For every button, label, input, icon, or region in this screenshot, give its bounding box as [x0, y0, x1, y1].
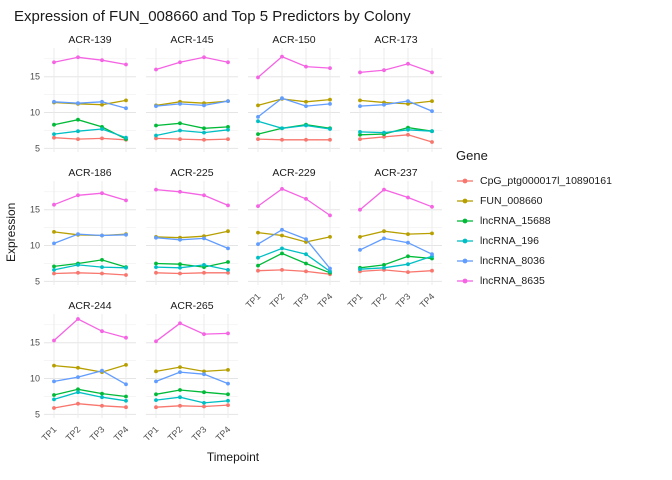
legend-key-icon: [457, 218, 473, 224]
facet-ACR-229: ACR-229 TP1 TP2 TP3 TP4: [244, 167, 340, 310]
svg-text:TP1: TP1: [244, 291, 263, 310]
facet-ACR-237: ACR-237 TP1 TP2 TP3 TP4: [346, 167, 442, 310]
legend-title: Gene: [456, 148, 488, 163]
svg-text:10: 10: [30, 241, 40, 251]
svg-text:15: 15: [30, 205, 40, 215]
facet-panel: [146, 48, 238, 152]
legend-key-icon: [457, 258, 473, 264]
legend-entry-label: FUN_008660: [480, 195, 543, 207]
facet-strip-label: ACR-139: [68, 34, 112, 46]
facet-panel: [248, 48, 340, 152]
legend-entry: CpG_ptg000017l_10890161: [456, 171, 670, 191]
facet-strip-label: ACR-244: [68, 300, 112, 312]
legend-items: CpG_ptg000017l_10890161 FUN_008660 lncRNA_…: [456, 171, 670, 291]
facet-strip-label: ACR-145: [170, 34, 214, 46]
svg-text:TP4: TP4: [214, 424, 233, 443]
svg-text:TP2: TP2: [166, 424, 185, 443]
svg-text:TP2: TP2: [64, 424, 83, 443]
legend-entry: lncRNA_15688: [456, 211, 670, 231]
svg-text:15: 15: [30, 72, 40, 82]
svg-text:15: 15: [30, 338, 40, 348]
legend-entry-label: lncRNA_196: [480, 235, 539, 247]
facet-ACR-265: ACR-265 TP1 TP2 TP3 TP4: [142, 300, 238, 443]
legend-entry-label: lncRNA_8036: [480, 255, 545, 267]
svg-text:10: 10: [30, 374, 40, 384]
facet-ACR-145: ACR-145: [146, 34, 238, 152]
svg-text:TP3: TP3: [190, 424, 209, 443]
facet-strip-label: ACR-265: [170, 300, 214, 312]
svg-text:TP2: TP2: [268, 291, 287, 310]
svg-text:TP3: TP3: [394, 291, 413, 310]
legend-entry-label: lncRNA_8635: [480, 275, 545, 287]
legend-entry: lncRNA_8635: [456, 271, 670, 291]
facet-panel: 5 10 15: [30, 181, 136, 286]
legend-key-icon: [457, 198, 473, 204]
facet-ACR-150: ACR-150: [248, 34, 340, 152]
facet-ACR-244: ACR-244 5 10 15 TP1 TP2 TP3 TP4: [24, 300, 136, 443]
facet-strip-label: ACR-186: [68, 167, 112, 179]
svg-text:TP3: TP3: [88, 424, 107, 443]
svg-text:10: 10: [30, 108, 40, 118]
facet-ACR-173: ACR-173: [350, 34, 442, 152]
facet-strip-label: ACR-225: [170, 167, 214, 179]
svg-text:5: 5: [35, 276, 40, 286]
facet-strip-label: ACR-150: [272, 34, 316, 46]
svg-text:TP1: TP1: [346, 291, 365, 310]
legend-entry-label: lncRNA_15688: [480, 215, 551, 227]
facet-panel: 5 10 15: [30, 48, 136, 153]
facet-strip-label: ACR-229: [272, 167, 316, 179]
facet-panel: TP1 TP2 TP3 TP4: [346, 181, 442, 310]
legend-entry: lncRNA_196: [456, 231, 670, 251]
legend-key-icon: [457, 278, 473, 284]
facet-ACR-186: ACR-186 5 10 15: [24, 167, 136, 286]
facet-panel: TP1 TP2 TP3 TP4: [142, 314, 238, 443]
svg-text:5: 5: [35, 409, 40, 419]
facet-panel: TP1 TP2 TP3 TP4: [244, 181, 340, 310]
facet-grid: ACR-139 5 10 15 ACR-145 ACR-150 ACR-173 ACR-186…: [24, 34, 442, 443]
legend-key-icon: [457, 178, 473, 184]
chart-title: Expression of FUN_008660 and Top 5 Predi…: [14, 8, 411, 25]
svg-text:TP4: TP4: [418, 291, 437, 310]
facet-panel: 5 10 15 TP1 TP2 TP3 TP4: [30, 314, 136, 443]
facet-strip-label: ACR-237: [374, 167, 418, 179]
legend-entry: lncRNA_8036: [456, 251, 670, 271]
facet-ACR-225: ACR-225: [146, 167, 238, 285]
y-axis-label: Expression: [4, 202, 18, 262]
svg-text:TP1: TP1: [142, 424, 161, 443]
legend-entry-label: CpG_ptg000017l_10890161: [480, 175, 612, 187]
legend-entry: FUN_008660: [456, 191, 670, 211]
x-axis-label: Timepoint: [206, 450, 260, 464]
legend-key-icon: [457, 238, 473, 244]
svg-text:TP4: TP4: [112, 424, 131, 443]
svg-text:5: 5: [35, 143, 40, 153]
svg-text:TP3: TP3: [292, 291, 311, 310]
svg-text:TP1: TP1: [40, 424, 59, 443]
svg-text:TP4: TP4: [316, 291, 335, 310]
facet-panel: [146, 181, 238, 285]
facet-panel: [350, 48, 442, 152]
facet-ACR-139: ACR-139 5 10 15: [24, 34, 136, 153]
svg-text:TP2: TP2: [370, 291, 389, 310]
facet-strip-label: ACR-173: [374, 34, 418, 46]
